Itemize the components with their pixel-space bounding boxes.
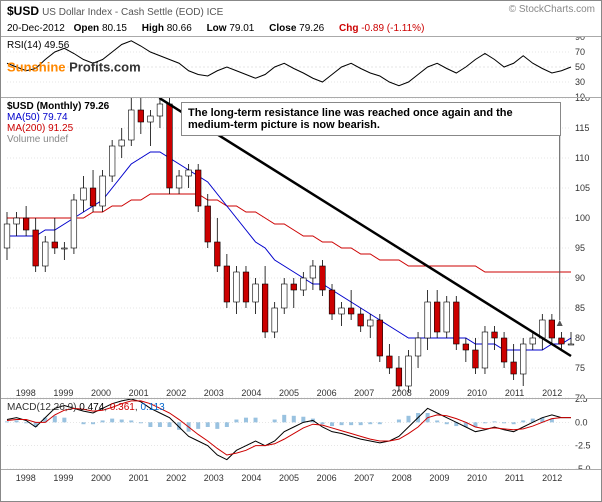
svg-text:2003: 2003 [204,473,224,483]
svg-text:2005: 2005 [279,388,299,398]
svg-text:2001: 2001 [129,473,149,483]
source-label: © StockCharts.com [509,4,595,15]
price-panel: $USD (Monthly) 79.26MA(50) 79.74MA(200) … [1,97,601,398]
svg-text:2004: 2004 [241,388,261,398]
svg-text:80: 80 [575,333,585,343]
svg-text:2012: 2012 [542,388,562,398]
svg-text:95: 95 [575,243,585,253]
date-label: 20-Dec-2012 [7,23,65,34]
svg-text:115: 115 [575,123,589,133]
price-legend: $USD (Monthly) 79.26MA(50) 79.74MA(200) … [7,101,109,145]
annotation-box: The long-term resistance line was reache… [181,102,561,136]
svg-text:2000: 2000 [91,473,111,483]
svg-text:100: 100 [575,213,590,223]
chart-container: © StockCharts.com $USD US Dollar Index -… [0,0,602,502]
macd-panel: MACD(12,26,9) 0.474, 0.361, 0.113 2.5 0.0… [1,398,601,469]
macd-label: MACD(12,26,9) 0.474, 0.361, 0.113 [7,402,165,413]
svg-text:2011: 2011 [505,473,524,483]
svg-text:70: 70 [575,47,585,57]
svg-text:2011: 2011 [505,388,524,398]
svg-text:2012: 2012 [542,473,562,483]
svg-text:2006: 2006 [317,473,337,483]
svg-text:-2.5: -2.5 [575,441,591,451]
svg-text:2009: 2009 [429,388,449,398]
svg-text:2007: 2007 [354,473,374,483]
svg-text:0.0: 0.0 [575,417,588,427]
svg-text:2002: 2002 [166,473,186,483]
x-axis-bottom: 1998 1999 2000 2001 2002 2003 2004 2005 2006 2007… [1,469,601,484]
svg-text:2003: 2003 [204,388,224,398]
svg-text:1999: 1999 [53,473,73,483]
ticker-desc: US Dollar Index - Cash Settle (EOD) ICE [42,7,223,18]
ohlc-row: 20-Dec-2012 Open 80.15 High 80.66 Low 79… [1,21,601,36]
svg-text:2004: 2004 [241,473,261,483]
svg-text:2010: 2010 [467,473,487,483]
svg-text:90: 90 [575,37,585,42]
svg-text:2005: 2005 [279,473,299,483]
rsi-panel: RSI(14) 49.56 Sunshine Profits.com 90 70 5… [1,36,601,97]
svg-text:30: 30 [575,77,585,87]
svg-text:2008: 2008 [392,388,412,398]
chart-header: © StockCharts.com $USD US Dollar Index -… [1,1,601,21]
svg-text:1998: 1998 [16,388,36,398]
svg-text:2.5: 2.5 [575,399,588,404]
svg-text:120: 120 [575,98,590,103]
svg-text:105: 105 [575,183,590,193]
svg-text:2007: 2007 [354,388,374,398]
svg-text:2002: 2002 [166,388,186,398]
ticker-label: $USD [7,4,39,18]
svg-text:2008: 2008 [392,473,412,483]
svg-text:1998: 1998 [16,473,36,483]
svg-text:1999: 1999 [53,388,73,398]
svg-text:90: 90 [575,273,585,283]
svg-text:75: 75 [575,363,585,373]
svg-text:2006: 2006 [317,388,337,398]
svg-text:2000: 2000 [91,388,111,398]
chg-value: Chg -0.89 (-1.11%) [339,23,430,34]
svg-text:85: 85 [575,303,585,313]
watermark: Sunshine Profits.com [7,60,141,75]
svg-text:2009: 2009 [429,473,449,483]
rsi-label: RSI(14) 49.56 [7,40,69,51]
svg-text:50: 50 [575,62,585,72]
svg-text:2010: 2010 [467,388,487,398]
svg-text:110: 110 [575,153,589,163]
svg-text:2001: 2001 [129,388,149,398]
